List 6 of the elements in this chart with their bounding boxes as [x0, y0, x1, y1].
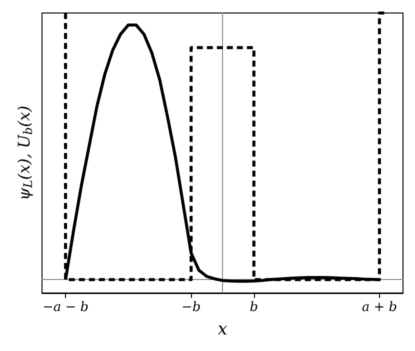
y-axis-title: ψL(x), Ub(x): [14, 106, 35, 200]
x-tick-label: b: [250, 300, 258, 315]
x-tick-label: −b: [182, 300, 201, 315]
x-tick-label: a + b: [362, 300, 398, 315]
x-axis-title: x: [218, 320, 228, 340]
x-tick-label: −a − b: [42, 300, 89, 315]
